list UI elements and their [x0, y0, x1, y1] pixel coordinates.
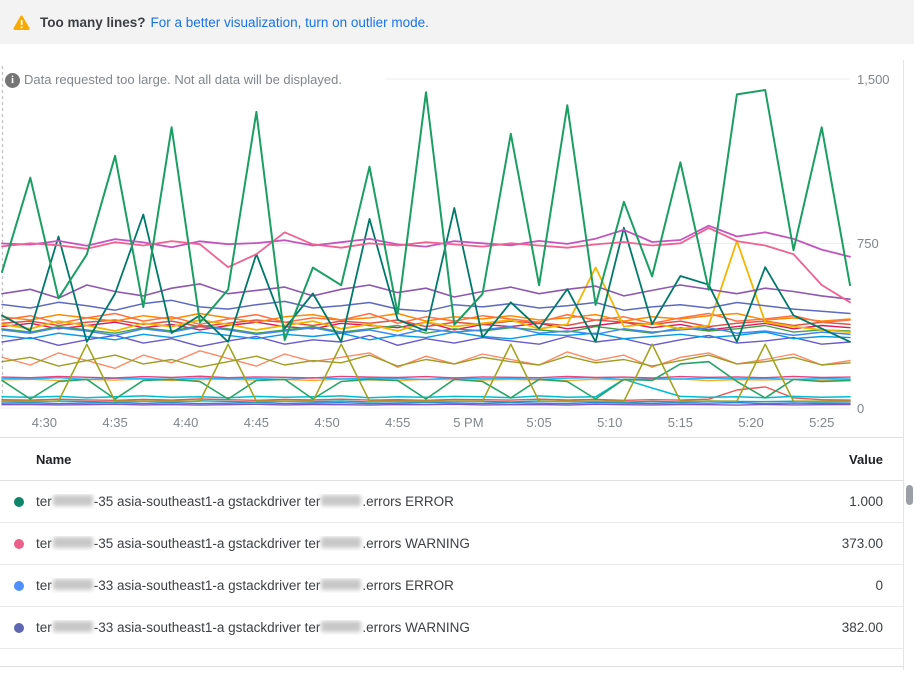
legend-row[interactable]: ter -33 asia-southeast1-a gstackdriver te…: [0, 565, 903, 607]
timeseries-chart[interactable]: [0, 44, 914, 438]
series-color-dot: [14, 622, 24, 633]
column-header-value: Value: [849, 451, 883, 467]
redacted-text: [52, 579, 93, 590]
x-axis-tick: 4:50: [314, 415, 340, 430]
redacted-text: [321, 621, 362, 632]
info-icon: i: [5, 73, 20, 88]
series-line-purple-band[interactable]: [1, 283, 851, 301]
column-header-name: Name: [36, 451, 72, 467]
series-line-orchid-750[interactable]: [1, 224, 851, 258]
partial-row: [0, 649, 903, 667]
series-line-violet-mid[interactable]: [1, 334, 851, 348]
redacted-text: [321, 537, 362, 548]
redacted-text: [321, 495, 362, 506]
series-value: 0: [875, 578, 883, 593]
series-line-cyan-flat[interactable]: [1, 378, 851, 399]
redacted-text: [52, 537, 93, 548]
redacted-text: [52, 621, 93, 632]
x-axis-tick: 4:30: [31, 415, 58, 430]
series-line-olive-low[interactable]: [1, 354, 851, 368]
x-axis-tick: 4:40: [173, 415, 199, 430]
y-axis-tick: 0: [857, 401, 865, 416]
x-axis-tick: 4:35: [102, 415, 128, 430]
legend-row[interactable]: ter -35 asia-southeast1-a gstackdriver te…: [0, 523, 903, 565]
series-line-band-b-purple[interactable]: [1, 403, 851, 406]
banner-text: Too many lines?: [40, 14, 146, 30]
x-axis-tick: 5:15: [667, 415, 694, 430]
series-line-olive-bottom-spikes[interactable]: [1, 343, 851, 403]
series-name: ter -33 asia-southeast1-a gstackdriver te…: [36, 620, 470, 635]
x-axis-tick: 5:20: [738, 415, 764, 430]
y-axis-tick: 750: [857, 236, 879, 251]
x-axis: 4:30 4:35 4:40 4:45 4:50 4:55 5 PM 5:05 5:10 5:15…: [0, 415, 914, 433]
chart-notice: Data requested too large. Not all data w…: [24, 72, 342, 87]
series-name: ter -35 asia-southeast1-a gstackdriver te…: [36, 494, 454, 509]
series-color-dot: [14, 538, 24, 549]
series-line-yellow-spiky[interactable]: [1, 240, 851, 334]
warning-banner: Too many lines? For a better visualizati…: [0, 0, 914, 44]
series-line-forest-mid[interactable]: [1, 324, 851, 334]
series-value: 382.00: [841, 620, 883, 635]
series-line-salmon-low[interactable]: [1, 350, 851, 369]
y-axis-tick: 1,500: [857, 72, 890, 87]
redacted-text: [321, 579, 362, 590]
series-color-dot: [14, 580, 24, 591]
warning-triangle-icon: [13, 15, 30, 30]
legend-row[interactable]: ter -33 asia-southeast1-a gstackdriver te…: [0, 607, 903, 649]
x-axis-tick: 5:10: [597, 415, 623, 430]
series-line-cerulean-mid[interactable]: [1, 331, 851, 341]
series-line-band-a-blue[interactable]: [1, 377, 851, 381]
series-name: ter -33 asia-southeast1-a gstackdriver te…: [36, 578, 454, 593]
series-line-amber-mid[interactable]: [1, 312, 851, 323]
scrollbar-track-edge: [903, 60, 904, 670]
outlier-mode-link[interactable]: For a better visualization, turn on outl…: [150, 14, 429, 30]
legend-row[interactable]: ter -35 asia-southeast1-a gstackdriver te…: [0, 481, 903, 523]
series-line-band-a-pink[interactable]: [1, 375, 851, 379]
series-line-orange-mid[interactable]: [1, 312, 851, 326]
series-line-red-mid[interactable]: [1, 319, 851, 328]
series-line-pink-750[interactable]: [1, 226, 851, 304]
legend-table-header: Name Value: [0, 437, 903, 481]
x-axis-tick: 5 PM: [453, 415, 484, 430]
redacted-text: [52, 495, 93, 506]
x-axis-tick: 4:45: [243, 415, 270, 430]
series-value: 1.000: [849, 494, 883, 509]
series-line-green-spiky[interactable]: [1, 89, 851, 341]
series-value: 373.00: [841, 536, 883, 551]
series-line-green-low[interactable]: [1, 360, 851, 400]
x-axis-tick: 5:05: [526, 415, 552, 430]
series-line-band-b-red[interactable]: [1, 386, 851, 401]
series-name: ter -35 asia-southeast1-a gstackdriver te…: [36, 536, 470, 551]
legend-table: Name Value ter -35 asia-southeast1-a gsta…: [0, 437, 903, 667]
x-axis-tick: 4:55: [385, 415, 411, 430]
series-color-dot: [14, 496, 24, 507]
scrollbar-thumb[interactable]: [906, 485, 913, 505]
x-axis-tick: 5:25: [809, 415, 835, 430]
